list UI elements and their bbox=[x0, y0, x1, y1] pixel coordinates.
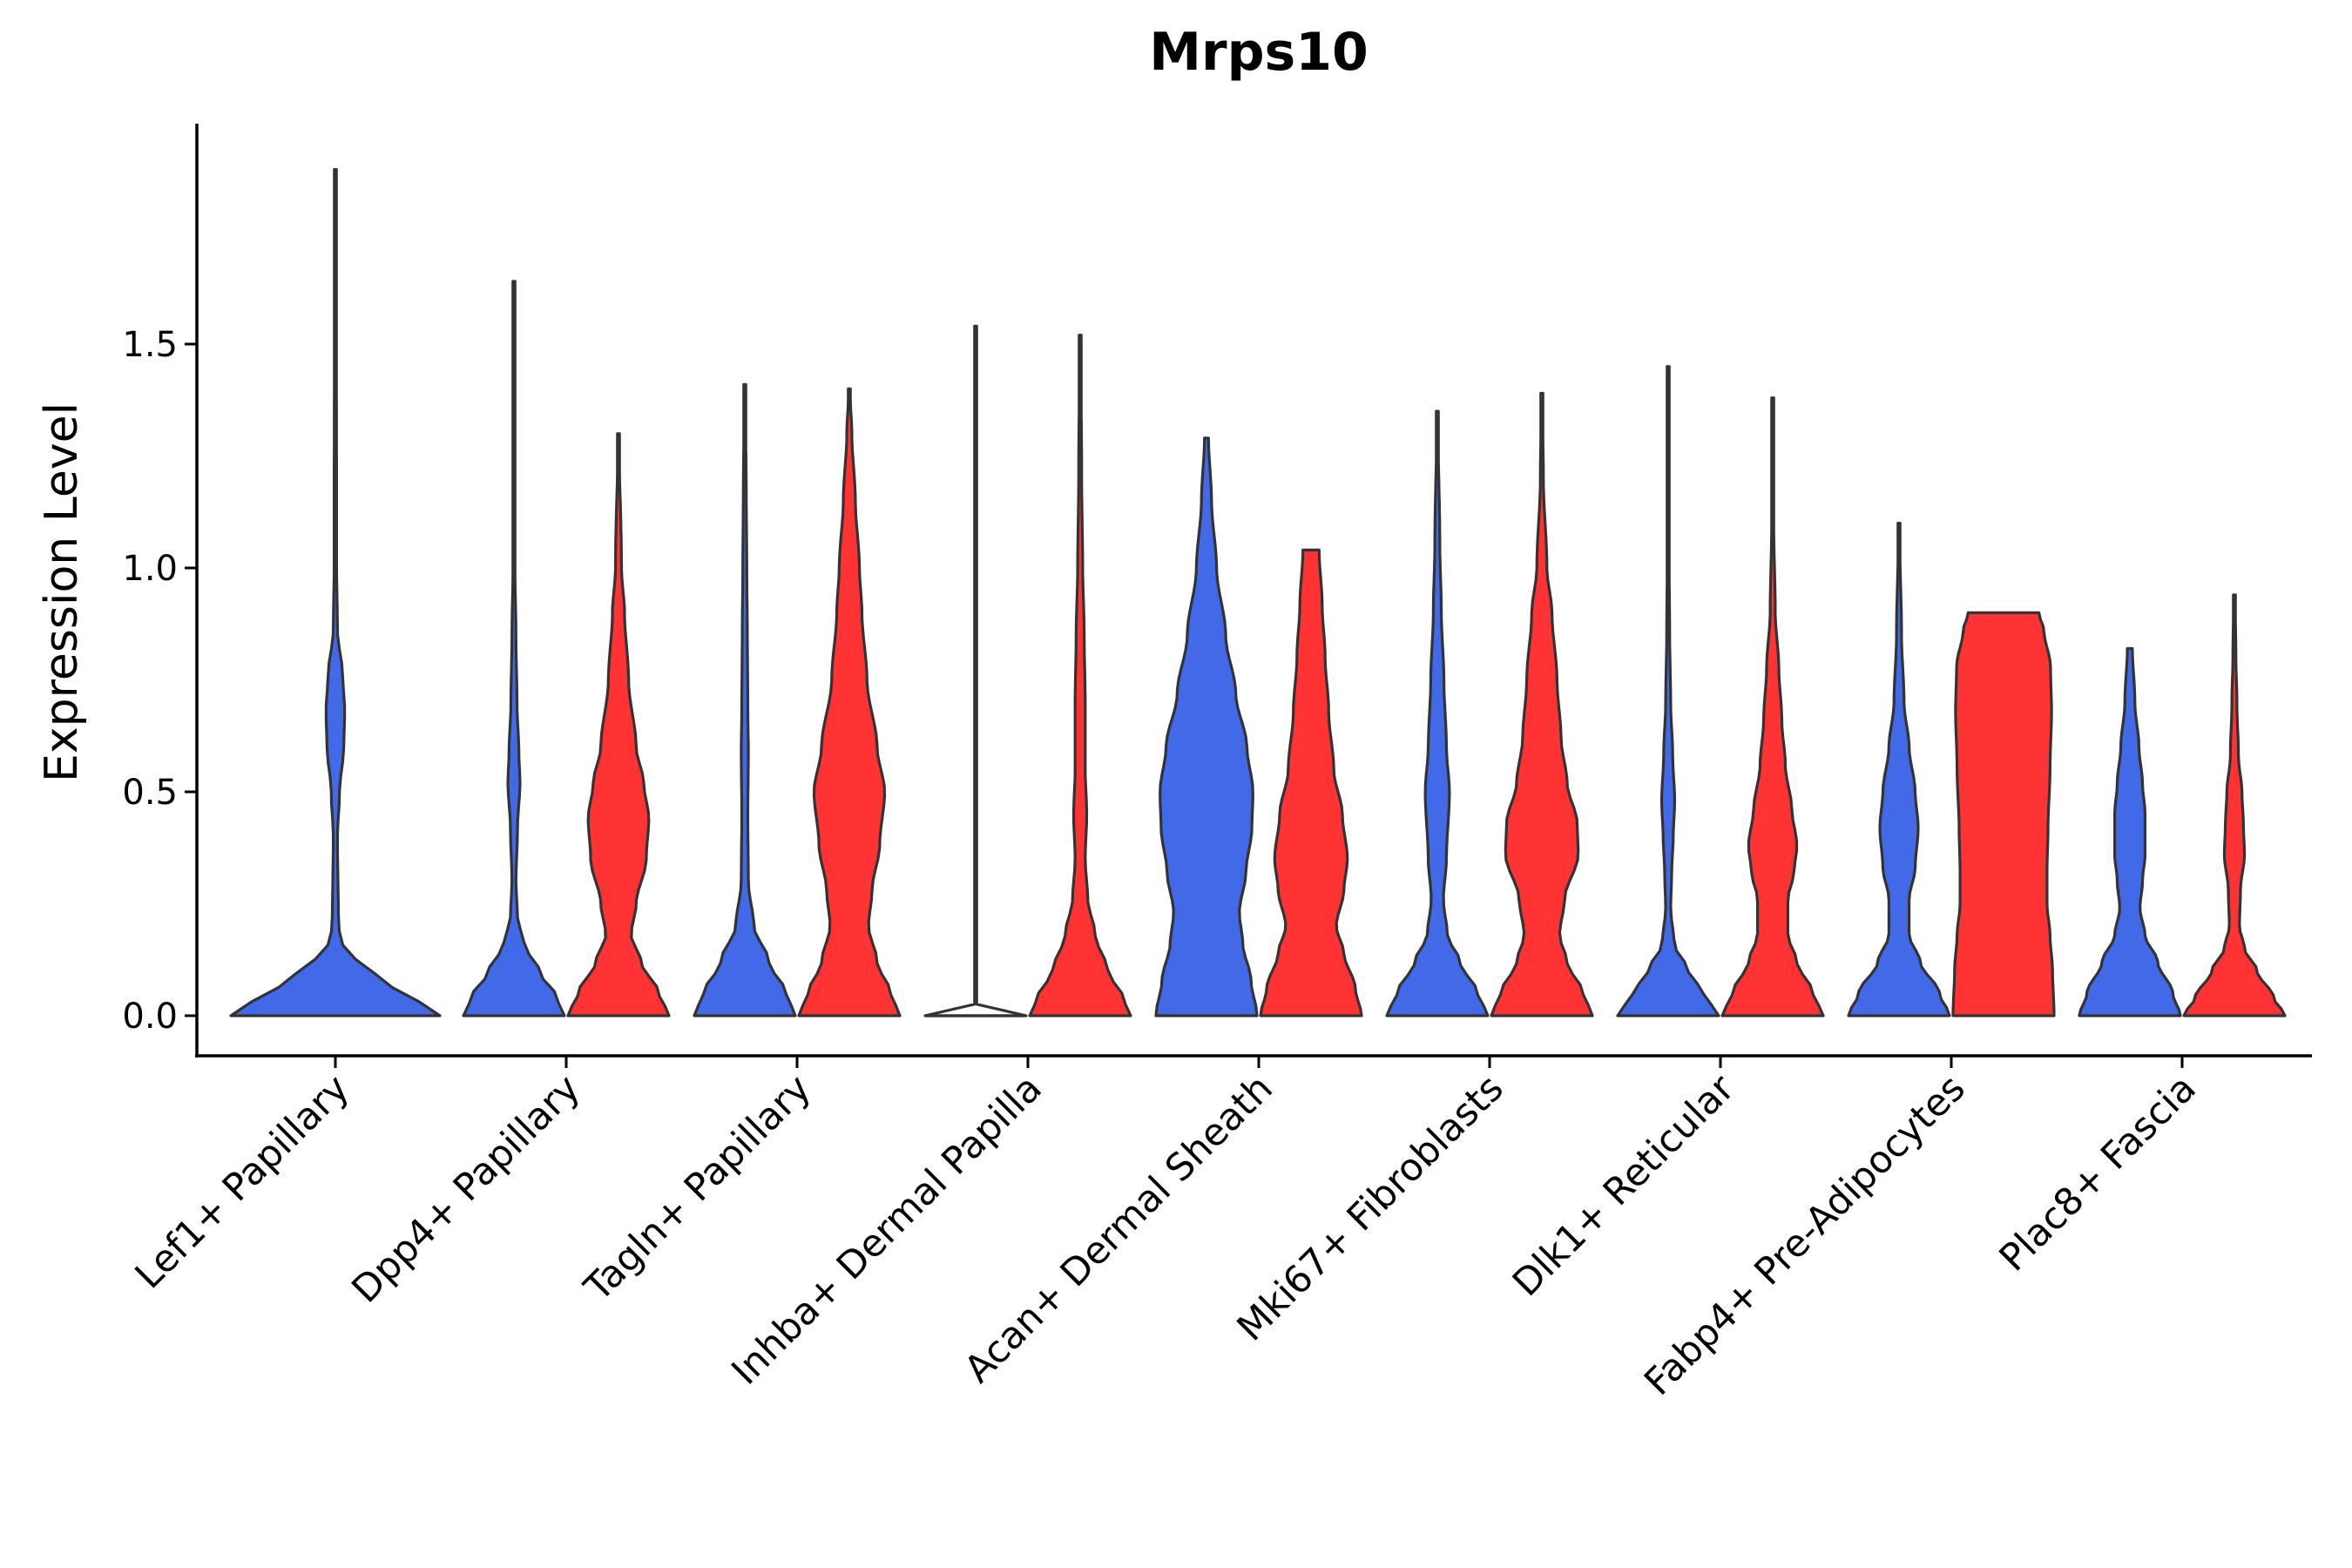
violin-group2 bbox=[797, 387, 902, 1017]
violin-group2 bbox=[1720, 396, 1825, 1017]
violin-group2 bbox=[1951, 611, 2056, 1017]
violin-group1 bbox=[693, 382, 797, 1017]
violin-group1 bbox=[462, 280, 566, 1017]
violin-group2 bbox=[1490, 391, 1594, 1017]
violin-group1 bbox=[923, 324, 1028, 1017]
x-category-label: Mki67+ Fibroblasts bbox=[1229, 1066, 1512, 1349]
x-category-label: Lef1+ Papillary bbox=[127, 1066, 358, 1297]
violin-group1 bbox=[1616, 365, 1720, 1017]
violin-group2 bbox=[2182, 593, 2287, 1017]
y-tick-label: 0.0 bbox=[122, 997, 178, 1037]
y-tick-label: 0.5 bbox=[122, 773, 178, 813]
violin-group1 bbox=[1385, 409, 1490, 1017]
chart-title: Mrps10 bbox=[1149, 22, 1368, 83]
x-category-label: Dpp4+ Papillary bbox=[344, 1066, 589, 1311]
y-tick-label: 1.0 bbox=[122, 549, 178, 589]
violin-group1 bbox=[1154, 436, 1259, 1017]
y-ticks-group: 0.0 0.5 1.0 1.5 bbox=[122, 325, 197, 1037]
y-tick-label: 1.5 bbox=[122, 325, 178, 365]
violin-group1 bbox=[2078, 646, 2182, 1017]
x-category-label: Tagln+ Papillary bbox=[576, 1066, 820, 1310]
violin-group2 bbox=[1259, 548, 1363, 1017]
violin-group2 bbox=[566, 432, 671, 1017]
y-axis-label: Expression Level bbox=[36, 402, 88, 782]
x-category-label: Plac8+ Fascia bbox=[1991, 1066, 2205, 1280]
violin-group2 bbox=[1028, 334, 1132, 1017]
violin-group1 bbox=[1847, 522, 1951, 1017]
violins-group bbox=[229, 167, 2287, 1017]
violin-group1 bbox=[229, 167, 442, 1017]
x-category-label: Dlk1+ Reticular bbox=[1504, 1066, 1743, 1305]
